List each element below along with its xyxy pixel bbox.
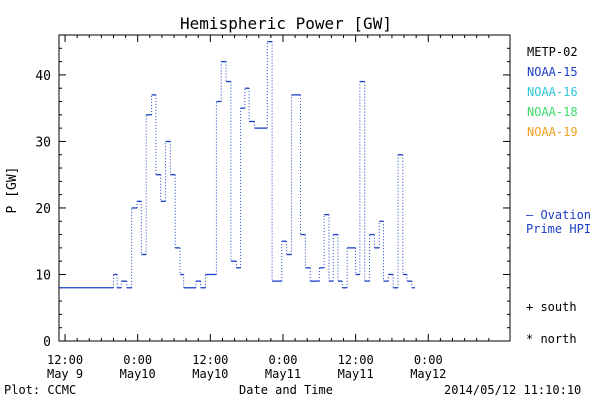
y-tick-label: 30 — [35, 135, 51, 150]
x-tick-label-time: 0:00 — [123, 353, 152, 367]
chart-title: Hemispheric Power [GW] — [180, 14, 392, 33]
plot-credit: Plot: CCMC — [4, 383, 76, 397]
x-tick-label-time: 0:00 — [269, 353, 298, 367]
y-axis: 0 10 20 30 40 — [35, 34, 510, 350]
plot-area-frame — [58, 34, 511, 342]
y-axis-label: P [GW] — [5, 167, 20, 214]
north-marker-label: * north — [526, 332, 577, 346]
y-tick-label: 0 — [43, 335, 51, 350]
ovation-label-line2: Prime HPI — [526, 222, 591, 236]
x-tick-label-time: 0:00 — [414, 353, 443, 367]
south-marker-label: + south — [526, 300, 577, 314]
plot-timestamp: 2014/05/12 11:10:10 — [444, 383, 581, 397]
x-tick-label-date: May11 — [265, 367, 301, 381]
x-tick-label-time: 12:00 — [47, 353, 83, 367]
legend-entry: NOAA-18 — [527, 105, 578, 119]
x-tick-label-date: May10 — [192, 367, 228, 381]
x-tick-label-time: 12:00 — [338, 353, 374, 367]
ovation-label-line1: — Ovation — [526, 208, 591, 222]
legend-entry: NOAA-16 — [527, 85, 578, 99]
x-tick-label-date: May11 — [338, 367, 374, 381]
y-tick-label: 40 — [35, 69, 51, 84]
x-tick-label-date: May10 — [120, 367, 156, 381]
series-layer — [59, 41, 415, 289]
legend-entry: NOAA-19 — [527, 125, 578, 139]
x-tick-label-date: May 9 — [47, 367, 83, 381]
x-tick-label-date: May12 — [410, 367, 446, 381]
legend-entry: METP-02 — [527, 45, 578, 59]
x-tick-label-time: 12:00 — [192, 353, 228, 367]
y-tick-label: 20 — [35, 202, 51, 217]
legend-entry: NOAA-15 — [527, 65, 578, 79]
legend: METP-02 NOAA-15 NOAA-16 NOAA-18 NOAA-19 — [527, 45, 578, 139]
y-tick-label: 10 — [35, 268, 51, 283]
x-axis-label: Date and Time — [239, 383, 333, 397]
